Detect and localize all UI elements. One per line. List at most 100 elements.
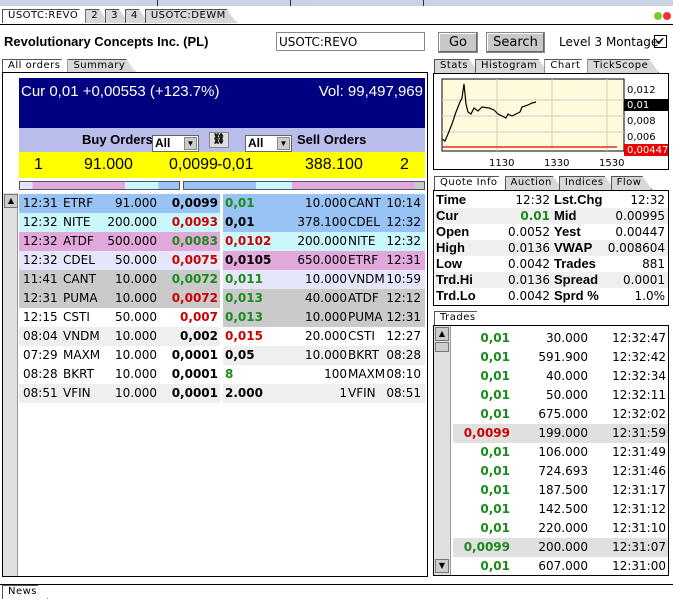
sell-order-row[interactable]: 8 100 MAXM 08:10 [223,365,425,384]
order-price: 0,013 [225,291,263,305]
tab-stats[interactable]: Stats [434,59,479,73]
trade-price: 0,01 [480,502,510,516]
tab-indices[interactable]: Indices [559,176,615,190]
sell-order-row[interactable]: 0,015 20.000 CSTI 12:27 [223,327,425,346]
order-time: 12:15 [23,310,58,324]
sell-depth-bar [183,181,425,190]
trade-time: 12:31:12 [612,502,666,516]
order-time: 10:59 [386,272,421,286]
order-time: 08:10 [386,367,421,381]
order-price: 2.000 [225,386,263,400]
trade-row: 0,01 187.500 12:31:17 [453,481,668,500]
tab-trades[interactable]: Trades [434,311,487,325]
sell-order-row[interactable]: 0,011 10.000 VNDM 10:59 [223,270,425,289]
trade-price: 0,01 [480,483,510,497]
sell-order-row[interactable]: 0,0105 650.000 ETRF 12:31 [223,251,425,270]
sell-filter-select[interactable]: All ▼ [245,135,292,153]
tab-quote-info[interactable]: Quote Info [434,176,509,190]
tab-summary[interactable]: Summary [67,59,136,73]
market-maker: PUMA [63,291,98,305]
order-price: 0,007 [180,310,218,324]
level3-checkbox[interactable]: ✔ [654,35,667,48]
order-time: 12:12 [386,291,421,305]
close-icon[interactable] [663,12,671,20]
sell-order-row[interactable]: 2.000 1 VFIN 08:51 [223,384,425,403]
quote-value: 0.0136 [508,273,550,287]
market-maker: BKRT [63,367,94,381]
sell-order-row[interactable]: 0,013 10.000 PUMA 12:31 [223,308,425,327]
order-size: 10.000 [115,348,157,362]
buy-order-row[interactable]: 12:31 ETRF 91.000 0,0099 [19,194,220,213]
buy-order-row[interactable]: 12:32 ATDF 500.000 0,0083 [19,232,220,251]
scroll-up-icon[interactable]: ▲ [4,194,18,208]
trade-size: 30.000 [546,331,588,345]
order-size: 50.000 [115,253,157,267]
order-size: 500.000 [107,234,157,248]
scroll-down-icon[interactable]: ▼ [435,559,449,573]
scroll-up-icon[interactable]: ▲ [435,327,449,341]
quote-label: Low [436,256,462,271]
order-size: 200.000 [107,215,157,229]
trade-size: 675.000 [538,407,588,421]
x-tick: 1130 [489,158,514,169]
sell-order-row[interactable]: 0,01 378.100 CDEL 12:32 [223,213,425,232]
search-button[interactable]: Search [486,32,545,53]
order-time: 11:41 [23,272,58,286]
buy-order-row[interactable]: 08:51 VFIN 10.000 0,0001 [19,384,220,403]
buy-order-row[interactable]: 08:28 BKRT 10.000 0,0001 [19,365,220,384]
tab-usotc-revo[interactable]: USOTC:REVO [2,9,89,23]
sell-order-row[interactable]: 0,01 10.000 CANT 10:14 [223,194,425,213]
tab-auction[interactable]: Auction [505,176,563,190]
buy-order-row[interactable]: 12:32 CDEL 50.000 0,0075 [19,251,220,270]
go-button[interactable]: Go [438,32,478,53]
tab-chart[interactable]: Chart [544,59,591,73]
tab-usotc-dewm[interactable]: USOTC:DEWM [145,9,237,23]
trade-time: 12:32:02 [612,407,666,421]
trade-size: 724.693 [538,464,588,478]
trade-row: 0,01 675.000 12:32:02 [453,405,668,424]
market-maker: PUMA [348,310,383,324]
buy-order-row[interactable]: 12:31 PUMA 10.000 0,0072 [19,289,220,308]
order-size: 20.000 [305,329,347,343]
trades-tabs: Trades [434,311,483,325]
trades-panel: ▲ ▼ 0,01 30.000 12:32:47 0,01 591.900 12:32:4… [433,325,669,576]
trades-scrollbar[interactable]: ▲ ▼ [434,326,451,575]
trade-row: 0,01 607.000 12:31:00 [453,557,668,576]
order-book-scrollbar[interactable]: ▲ [3,193,18,576]
order-time: 08:04 [23,329,58,343]
order-size: 10.000 [305,310,347,324]
quote-value: 0.00995 [615,209,665,223]
buy-order-row[interactable]: 11:41 CANT 10.000 0,0072 [19,270,220,289]
company-name: Revolutionary Concepts Inc. (PL) [4,34,209,49]
bottom-tabs: News [2,585,44,599]
tab-flow[interactable]: Flow [611,176,653,190]
sell-order-row[interactable]: 0,05 10.000 BKRT 08:28 [223,346,425,365]
buy-order-row[interactable]: 12:15 CSTI 50.000 0,007 [19,308,220,327]
buy-order-row[interactable]: 08:04 VNDM 10.000 0,002 [19,327,220,346]
trade-time: 12:31:00 [612,559,666,573]
quote-label: Time [436,192,467,207]
quote-label: Open [436,224,470,239]
best-bid-ask-row: 1 91.000 0,0099 -0,01 388.100 2 [19,152,425,178]
sell-order-row[interactable]: 0,0102 200.000 NITE 12:32 [223,232,425,251]
buy-order-row[interactable]: 12:32 NITE 200.000 0,0093 [19,213,220,232]
quote-row: Cur 0.01 Mid 0.00995 [435,208,668,224]
sell-order-row[interactable]: 0,013 40.000 ATDF 12:12 [223,289,425,308]
divider [0,584,673,585]
buy-filter-select[interactable]: All ▼ [152,135,199,153]
order-time: 08:51 [23,386,58,400]
scroll-thumb[interactable] [435,342,449,352]
link-icon[interactable]: ⛓ [209,132,229,148]
order-size: 10.000 [115,272,157,286]
tab-all-orders[interactable]: All orders [2,59,71,73]
quote-label: VWAP [554,240,593,255]
buy-order-row[interactable]: 07:29 MAXM 10.000 0,0001 [19,346,220,365]
market-maker: ATDF [348,291,379,305]
maximize-icon[interactable] [654,12,662,20]
tab-tickscope[interactable]: TickScope [587,59,659,73]
symbol-input[interactable] [276,32,425,51]
tab-histogram[interactable]: Histogram [475,59,548,73]
quote-value: 0.0001 [623,273,665,287]
quote-label: Spread [554,272,599,287]
tab-news[interactable]: News [2,585,48,599]
